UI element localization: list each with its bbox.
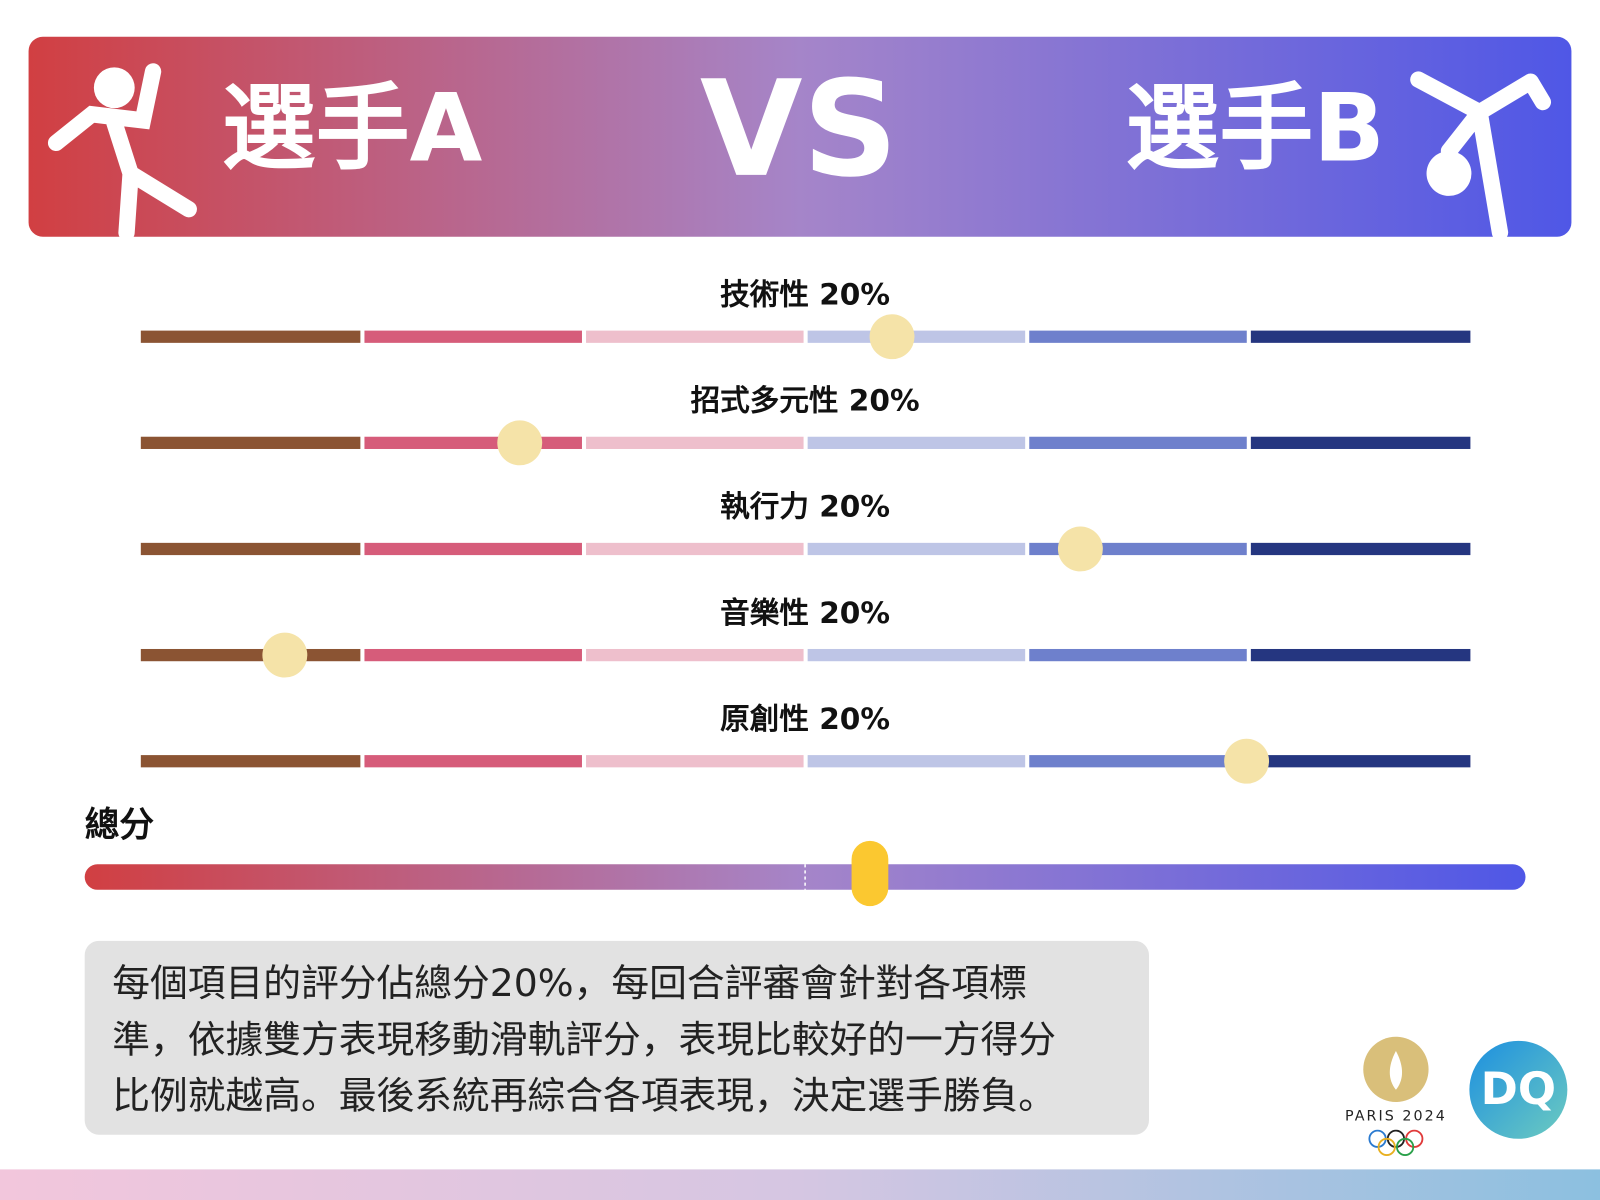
slider-knob bbox=[869, 314, 915, 360]
total bbox=[851, 840, 889, 907]
slider-knob bbox=[262, 632, 308, 678]
footer-strip bbox=[0, 1169, 1600, 1200]
track-segment bbox=[807, 436, 1026, 449]
track-segment bbox=[586, 755, 804, 768]
track-segment bbox=[807, 755, 1026, 768]
track-segment bbox=[140, 436, 361, 449]
dq-logo bbox=[1469, 1040, 1568, 1139]
track-segment bbox=[140, 330, 361, 343]
track-segment bbox=[364, 542, 582, 556]
dq-text: DQ bbox=[1481, 1062, 1556, 1115]
description-line: 每個項目的評分佔總分20%，每回合評審會針對各項標 bbox=[112, 961, 1026, 1005]
track-segment bbox=[586, 330, 804, 343]
track-segment bbox=[586, 542, 804, 556]
track-segment bbox=[807, 542, 1026, 556]
criterion-label: 招式多元性 20% bbox=[691, 384, 920, 418]
track-segment bbox=[807, 648, 1026, 662]
track-segment bbox=[140, 542, 361, 556]
player-a-icon bbox=[47, 63, 197, 241]
description-line: 比例就越高。最後系統再綜合各項表現，決定選手勝負。 bbox=[112, 1073, 1056, 1117]
track-segment bbox=[364, 436, 582, 449]
track-segment bbox=[140, 648, 361, 662]
slider-knob bbox=[1224, 738, 1270, 784]
total-label: 總分 bbox=[85, 806, 155, 846]
paris-logo: PARIS 2024 bbox=[1345, 1036, 1447, 1157]
track-segment bbox=[1250, 330, 1471, 343]
track-segment bbox=[140, 755, 361, 768]
track-segment bbox=[364, 648, 582, 662]
track-segment bbox=[364, 755, 582, 768]
track-segment bbox=[1029, 330, 1247, 343]
player-a-name: 選手A bbox=[222, 75, 483, 184]
description-box bbox=[84, 940, 1149, 1135]
vs-text: VS bbox=[700, 53, 898, 207]
track-segment bbox=[1250, 542, 1471, 556]
track-segment bbox=[364, 330, 582, 343]
description-line: 準，依據雙方表現移動滑軌評分，表現比較好的一方得分 bbox=[112, 1017, 1056, 1061]
track-segment bbox=[1029, 436, 1247, 449]
player-b-name: 選手B bbox=[1125, 75, 1384, 184]
header-banner bbox=[28, 36, 1572, 237]
olympic-rings bbox=[1368, 1129, 1424, 1157]
track-segment bbox=[1029, 648, 1247, 662]
total-knob bbox=[851, 840, 889, 907]
track-segment bbox=[1029, 755, 1247, 768]
track-segment bbox=[586, 648, 804, 662]
track-segment bbox=[1250, 436, 1471, 449]
track-segment bbox=[1250, 755, 1471, 768]
track-segment bbox=[807, 330, 1026, 343]
paris-flame bbox=[1389, 1051, 1403, 1090]
slider-knob bbox=[1057, 526, 1103, 572]
criteria: 技術性 20% 招式多元性 20% 執行力 20% 音樂性 20% 原創性 20% bbox=[140, 277, 1471, 784]
criterion-label: 執行力 20% bbox=[720, 490, 890, 524]
criterion-label: 原創性 20% bbox=[720, 702, 890, 736]
paris-text: PARIS 2024 bbox=[1345, 1108, 1447, 1124]
criterion-label: 技術性 20% bbox=[720, 277, 890, 311]
track-segment bbox=[1250, 648, 1471, 662]
player-b-icon bbox=[1410, 71, 1552, 241]
slider-knob bbox=[497, 420, 543, 466]
criterion-label: 音樂性 20% bbox=[720, 596, 890, 630]
track-segment bbox=[586, 436, 804, 449]
description: 每個項目的評分佔總分20%，每回合評審會針對各項標準，依據雙方表現移動滑軌評分，… bbox=[112, 961, 1056, 1117]
